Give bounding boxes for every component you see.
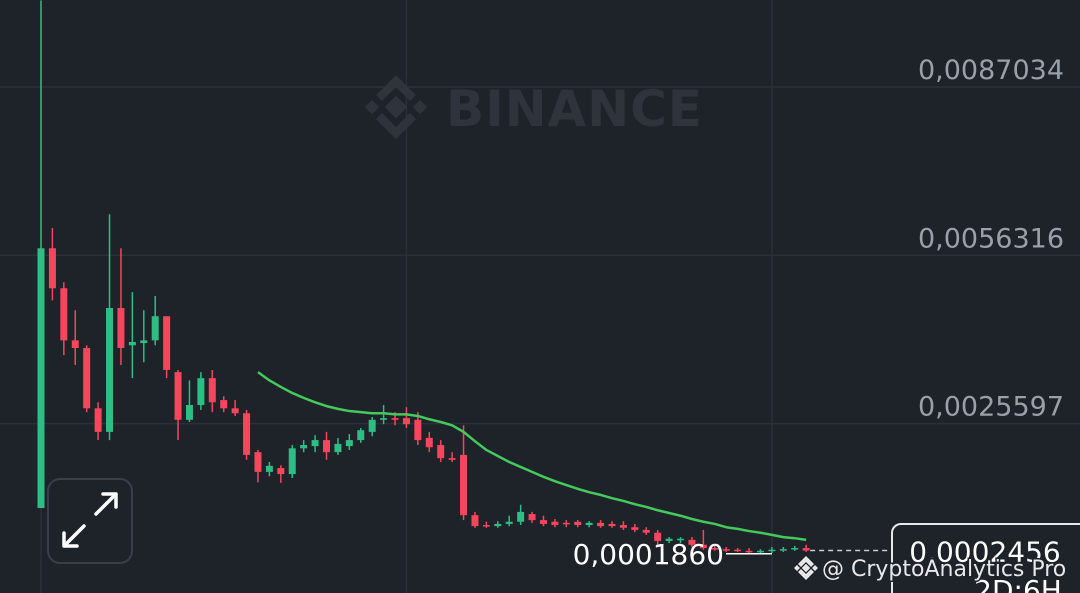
candle-body [734, 549, 742, 552]
candle-body [220, 400, 228, 409]
candle-body [197, 378, 205, 406]
candle-body [277, 468, 285, 475]
candle-body [471, 515, 479, 527]
candle-body [345, 440, 353, 447]
expand-button[interactable] [47, 478, 133, 564]
last-price-label: 0,0002456 [909, 535, 1060, 568]
candle-body [425, 437, 433, 448]
candle-body [677, 538, 685, 541]
y-tick-label: 0,0056316 [918, 223, 1064, 254]
candle-body [185, 405, 193, 420]
plot-area [37, 0, 810, 554]
last-price-box [891, 523, 1080, 593]
candle-body [608, 523, 616, 527]
candle-body [768, 549, 776, 552]
candle-body [265, 465, 273, 472]
candle-body [711, 548, 719, 550]
attribution: @ CryptoAnalytics Pro [822, 557, 1066, 582]
low-marker-label: 0,0001860 [573, 538, 724, 571]
candle-body [494, 523, 502, 527]
candle-body [562, 522, 570, 525]
candle-body [437, 445, 445, 459]
candle-body [414, 419, 422, 441]
attribution-logo-part [794, 556, 818, 580]
y-tick-label: 0,0025597 [918, 392, 1064, 423]
candle-body [722, 549, 730, 551]
candle-body [597, 522, 605, 527]
candle-body [460, 454, 468, 516]
candle-body [300, 445, 308, 449]
candle-body [539, 520, 547, 524]
candle-body [779, 549, 787, 551]
candle-body [688, 539, 696, 545]
candle-body [323, 440, 330, 453]
candle-body [208, 378, 216, 403]
candle-body [254, 452, 262, 472]
candle-body [151, 316, 159, 341]
candle-body [231, 408, 239, 414]
candle-body [311, 440, 319, 447]
candle-body [402, 418, 410, 425]
candle-body [94, 408, 102, 432]
candle-body [665, 538, 673, 541]
candle-body [288, 448, 296, 475]
expand-icon [62, 492, 118, 548]
candle-body [517, 511, 525, 522]
candle-body [37, 248, 45, 509]
candle-body [140, 340, 148, 344]
candle-body [505, 521, 513, 524]
candle-body [128, 341, 136, 346]
candle-body [334, 443, 342, 453]
candle-body [48, 248, 56, 289]
candle-body [585, 522, 593, 526]
candle-body [71, 340, 79, 349]
candle-body [574, 521, 582, 526]
candle-body [163, 316, 171, 370]
watermark: BINANCE [364, 75, 703, 139]
candle-body [619, 525, 627, 528]
candle-body [391, 418, 399, 420]
candle-body [654, 532, 662, 541]
candle-body [117, 308, 125, 349]
candle-body [60, 288, 68, 341]
candle-body [106, 308, 114, 432]
candle-body [745, 550, 753, 553]
candle-body [482, 525, 490, 527]
candle-body [791, 548, 799, 550]
candle-body [802, 548, 810, 551]
candle-body [368, 419, 376, 432]
candle-body [380, 418, 388, 420]
candle-body [642, 529, 650, 533]
candle-body [83, 348, 91, 409]
y-tick-label: 0,0087034 [918, 55, 1064, 86]
candle-body [631, 527, 639, 530]
watermark-text: BINANCE [446, 80, 703, 138]
expand-button-frame[interactable] [47, 478, 133, 564]
candle-body [243, 413, 251, 455]
overlay: 0,0087034 0,0056316 0,0025597 0,0001860 0,00… [573, 55, 1080, 593]
candle-body [699, 544, 707, 549]
candle-body [448, 458, 456, 460]
candle-body [174, 372, 182, 420]
candle-body [551, 521, 559, 526]
candle-body [528, 514, 536, 521]
moving-average-line [257, 371, 807, 542]
candle-body [756, 550, 764, 553]
candle-body [357, 430, 365, 441]
countdown: 2D:6H [974, 574, 1062, 593]
